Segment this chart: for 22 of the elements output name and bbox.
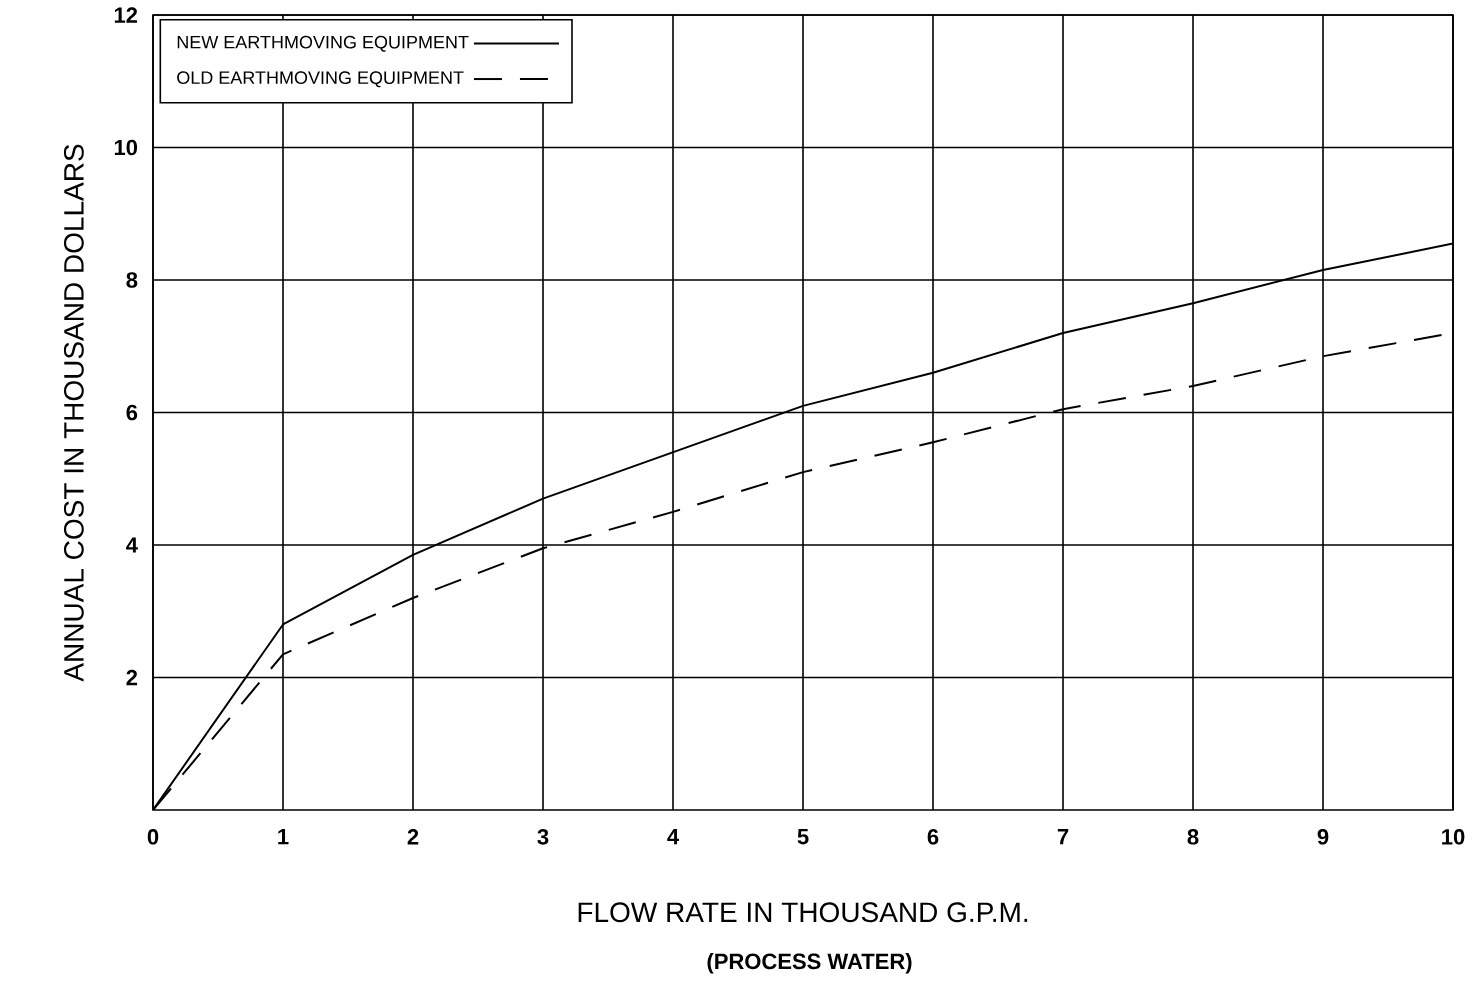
x-tick-label: 1 [278,829,289,845]
y-tick-label: 10 [114,139,138,156]
x-tick-label: 2 [407,829,419,845]
legend-label: OLD EARTHMOVING EQUIPMENT [177,71,464,88]
y-tick-label: 2 [126,669,138,686]
x-tick-label: 7 [1057,829,1069,845]
x-tick-label: 9 [1317,829,1329,845]
x-tick-label: 6 [927,829,939,845]
x-tick-label: 4 [667,829,680,845]
y-tick-label: 6 [126,404,138,421]
x-axis-title: FLOW RATE IN THOUSAND G.P.M. [578,902,1028,923]
y-tick-label: 12 [114,7,138,23]
x-tick-label: 3 [537,829,549,845]
text: (PROCESS WATER) [707,953,912,974]
y-tick-label: 4 [126,537,138,553]
x-tick-label: 5 [797,829,809,845]
x-tick-label: 10 [1442,829,1465,845]
legend-label: NEW EARTHMOVING EQUIPMENT [177,35,469,52]
x-tick-label: 8 [1187,829,1199,845]
y-tick-label: 8 [126,272,138,288]
y-axis-title: ANNUAL COST IN THOUSAND DOLLARS [63,144,84,682]
x-tick-label: 0 [147,829,159,845]
